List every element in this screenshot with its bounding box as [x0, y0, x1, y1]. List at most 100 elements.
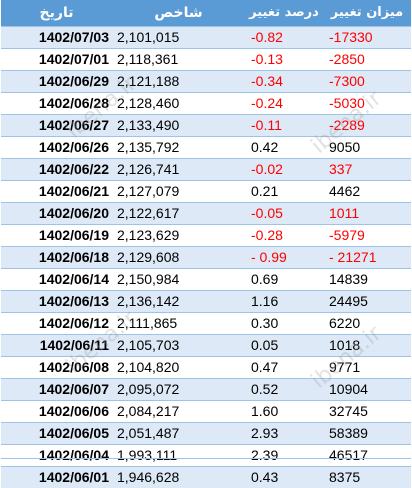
row-index: 2,135,792 — [117, 139, 180, 155]
row-index: 2,095,072 — [117, 381, 180, 397]
header-index: شاخص — [154, 5, 203, 21]
table-row: 1402/06/20 2,122,617 -0.05 1011 — [1, 202, 411, 224]
table-row: 1402/06/29 2,121,188 -0.34 -7300 — [1, 70, 411, 92]
row-amount-change: 9771 — [329, 359, 361, 375]
table-row: 1402/06/21 2,127,079 0.21 4462 — [1, 180, 411, 202]
table-row: 1402/06/01 1,946,628 0.43 8375 — [1, 466, 411, 488]
row-date: 1402/06/27 — [38, 117, 109, 133]
row-index: 2,150,984 — [117, 271, 180, 287]
row-index: 2,101,015 — [117, 29, 180, 45]
row-index: 2,126,741 — [117, 161, 180, 177]
header-date: تاریخ — [39, 5, 74, 21]
row-date: 1402/06/14 — [38, 271, 109, 287]
row-date: 1402/06/04 — [38, 447, 109, 463]
table-row: 1402/07/03 2,101,015 -0.82 -17330 — [1, 26, 411, 48]
row-percent-change: 1.16 — [251, 293, 279, 309]
row-amount-change: 337 — [329, 161, 353, 177]
row-percent-change: -0.28 — [251, 227, 283, 243]
row-index: 1,993,111 — [117, 447, 178, 463]
table-row: 1402/06/22 2,126,741 -0.02 337 — [1, 158, 411, 180]
row-index: 2,127,079 — [117, 183, 180, 199]
row-index: 2,104,820 — [117, 359, 180, 375]
row-amount-change: 14839 — [329, 271, 368, 287]
row-date: 1402/06/07 — [38, 381, 109, 397]
table-row: 1402/07/01 2,118,361 -0.13 -2850 — [1, 48, 411, 70]
row-percent-change: 0.21 — [251, 183, 279, 199]
row-percent-change: -0.34 — [251, 73, 283, 89]
row-percent-change: 0.52 — [251, 381, 279, 397]
row-percent-change: 0.43 — [251, 469, 279, 485]
row-amount-change: 8375 — [329, 469, 361, 485]
row-percent-change: -0.02 — [251, 161, 283, 177]
row-date: 1402/06/19 — [38, 227, 109, 243]
header-amount-change: میزان تغییر — [330, 5, 404, 20]
table-row: 1402/06/14 2,150,984 0.69 14839 — [1, 268, 411, 290]
table-bottom-border — [1, 458, 411, 459]
row-index: 2,118,361 — [117, 51, 179, 67]
row-amount-change: 46517 — [329, 447, 368, 463]
row-amount-change: -2289 — [329, 117, 365, 133]
row-percent-change: -0.13 — [251, 51, 283, 67]
table-row: 1402/06/18 2,129,608 - 0.99 - 21271 — [1, 246, 411, 268]
row-amount-change: 1011 — [329, 205, 360, 221]
row-amount-change: -17330 — [329, 29, 373, 45]
row-amount-change: 10904 — [329, 381, 368, 397]
table-body: 1402/07/03 2,101,015 -0.82 -17330 1402/07/01… — [1, 26, 411, 488]
table-row: 1402/06/28 2,128,460 -0.24 -5030 — [1, 92, 411, 114]
row-date: 1402/06/05 — [38, 425, 109, 441]
table-row: 1402/06/27 2,133,490 -0.11 -2289 — [1, 114, 411, 136]
row-date: 1402/06/20 — [38, 205, 109, 221]
row-index: 2,128,460 — [117, 95, 180, 111]
row-percent-change: -0.11 — [251, 117, 282, 133]
row-date: 1402/06/29 — [38, 73, 109, 89]
row-date: 1402/06/26 — [38, 139, 109, 155]
row-percent-change: 0.30 — [251, 315, 279, 331]
row-date: 1402/06/21 — [38, 183, 109, 199]
row-percent-change: -0.24 — [251, 95, 283, 111]
row-amount-change: 9050 — [329, 139, 361, 155]
row-amount-change: 6220 — [329, 315, 361, 331]
table-row: 1402/06/06 2,084,217 1.60 32745 — [1, 400, 411, 422]
row-index: 2,051,487 — [117, 425, 180, 441]
row-amount-change: -7300 — [329, 73, 365, 89]
table-row: 1402/06/04 1,993,111 2.39 46517 — [1, 444, 411, 466]
table-row: 1402/06/11 2,105,703 0.05 1018 — [1, 334, 411, 356]
row-amount-change: 4462 — [329, 183, 361, 199]
table-row: 1402/06/05 2,051,487 2.93 58389 — [1, 422, 411, 444]
table-row: 1402/06/12 2,111,865 0.30 6220 — [1, 312, 411, 334]
row-index: 2,129,608 — [117, 249, 180, 265]
row-percent-change: 0.05 — [251, 337, 279, 353]
row-index: 2,136,142 — [117, 293, 180, 309]
row-index: 2,122,617 — [117, 205, 180, 221]
row-date: 1402/07/03 — [38, 29, 109, 45]
row-date: 1402/07/01 — [38, 51, 109, 67]
row-date: 1402/06/08 — [38, 359, 109, 375]
row-index: 2,121,188 — [117, 73, 180, 89]
row-amount-change: 1018 — [329, 337, 361, 353]
table-row: 1402/06/07 2,095,072 0.52 10904 — [1, 378, 411, 400]
row-amount-change: 58389 — [329, 425, 368, 441]
row-date: 1402/06/18 — [38, 249, 109, 265]
row-percent-change: -0.82 — [251, 29, 283, 45]
row-index: 1,946,628 — [117, 469, 180, 485]
table-row: 1402/06/26 2,135,792 0.42 9050 — [1, 136, 411, 158]
header-percent-change: درصد تغییر — [249, 5, 319, 20]
row-date: 1402/06/11 — [39, 337, 109, 353]
row-percent-change: 0.42 — [251, 139, 279, 155]
row-percent-change: 1.60 — [251, 403, 279, 419]
table-row: 1402/06/13 2,136,142 1.16 24495 — [1, 290, 411, 312]
row-date: 1402/06/12 — [38, 315, 109, 331]
row-index: 2,123,629 — [117, 227, 180, 243]
row-amount-change: -2850 — [329, 51, 365, 67]
row-index: 2,105,703 — [117, 337, 180, 353]
row-date: 1402/06/28 — [38, 95, 109, 111]
row-percent-change: 2.93 — [251, 425, 279, 441]
row-percent-change: 0.69 — [251, 271, 279, 287]
row-amount-change: 24495 — [329, 293, 368, 309]
row-amount-change: -5979 — [329, 227, 365, 243]
row-date: 1402/06/06 — [38, 403, 109, 419]
row-index: 2,133,490 — [117, 117, 180, 133]
row-index: 2,084,217 — [117, 403, 180, 419]
row-percent-change: 0.47 — [251, 359, 279, 375]
